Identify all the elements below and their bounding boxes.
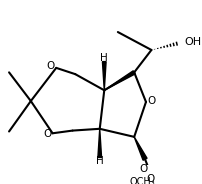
Text: O: O — [47, 61, 55, 71]
Text: OH: OH — [184, 37, 202, 47]
Text: O: O — [147, 96, 156, 106]
Text: O: O — [139, 164, 147, 174]
Polygon shape — [102, 62, 106, 90]
Text: H: H — [96, 157, 104, 167]
Polygon shape — [104, 71, 135, 90]
Text: H: H — [100, 53, 108, 63]
Text: O: O — [43, 129, 51, 139]
Polygon shape — [98, 129, 102, 158]
Text: O: O — [146, 174, 155, 184]
Text: OCH₃: OCH₃ — [129, 177, 155, 184]
Polygon shape — [134, 137, 147, 160]
